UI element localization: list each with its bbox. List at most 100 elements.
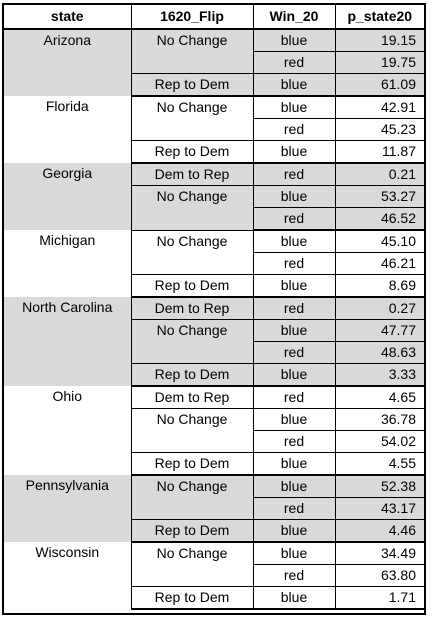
win-cell: blue (253, 319, 336, 342)
p-state-cell: 19.75 (335, 51, 424, 74)
state-cell: Wisconsin (4, 542, 132, 609)
win-cell: red (253, 207, 336, 231)
table-row: Rep to Dem blue 3.33 (4, 363, 424, 387)
p-state-cell: 63.80 (335, 564, 424, 587)
flip-cell: Rep to Dem (131, 140, 254, 164)
p-state-cell: 0.27 (335, 297, 424, 320)
table-row: Rep to Dem blue 4.55 (4, 452, 424, 476)
p-state-cell: 46.52 (335, 207, 424, 231)
win-cell: red (253, 341, 336, 364)
win-cell: blue (253, 274, 336, 298)
table-row: red 45.23 (4, 118, 424, 141)
win-cell: red (253, 497, 336, 520)
header-row: state 1620_Flip Win_20 p_state20 (4, 5, 424, 30)
p-state-cell: 1.71 (335, 586, 424, 610)
win-cell: blue (253, 140, 336, 164)
flip-cell: No Change (131, 542, 254, 587)
p-state-cell: 53.27 (335, 185, 424, 208)
table-row: Georgia Dem to Rep red 0.21 (4, 163, 424, 230)
table-row: Michigan No Change blue 45.10 (4, 230, 424, 297)
table-row: Florida No Change blue 42.91 (4, 96, 424, 163)
p-state-cell: 4.55 (335, 452, 424, 476)
flip-cell: No Change (131, 29, 254, 74)
p-state-cell: 0.21 (335, 163, 424, 186)
table-row: Rep to Dem blue 4.46 (4, 519, 424, 543)
win-cell: blue (253, 408, 336, 431)
table-row: red 48.63 (4, 341, 424, 364)
header-win: Win_20 (253, 5, 336, 30)
flip-cell: Rep to Dem (131, 363, 254, 387)
flip-cell: No Change (131, 475, 254, 520)
win-cell: blue (253, 519, 336, 543)
table-row: Pennsylvania No Change blue 52.38 (4, 475, 424, 542)
flip-cell: No Change (131, 230, 254, 275)
table-row: No Change blue 47.77 (4, 319, 424, 364)
p-state-cell: 43.17 (335, 497, 424, 520)
win-cell: blue (253, 185, 336, 208)
state-cell: Ohio (4, 386, 132, 475)
state-cell: Florida (4, 96, 132, 163)
win-cell: blue (253, 542, 336, 565)
win-cell: blue (253, 29, 336, 52)
table-row: Wisconsin No Change blue 34.49 (4, 542, 424, 609)
p-state-cell: 34.49 (335, 542, 424, 565)
p-state-cell: 52.38 (335, 475, 424, 498)
state-cell: Pennsylvania (4, 475, 132, 542)
win-cell: blue (253, 230, 336, 253)
win-cell: red (253, 430, 336, 453)
data-table-frame: state 1620_Flip Win_20 p_state20 Arizona… (2, 3, 426, 615)
flip-cell: No Change (131, 319, 254, 364)
p-state-cell: 45.10 (335, 230, 424, 253)
table-row: No Change blue 53.27 (4, 185, 424, 231)
p-state-cell: 48.63 (335, 341, 424, 364)
p-state-cell: 19.15 (335, 29, 424, 52)
flip-cell: Dem to Rep (131, 386, 254, 409)
table-row: Arizona No Change blue 19.15 (4, 29, 424, 96)
state-cell: Michigan (4, 230, 132, 297)
table-row: No Change blue 36.78 (4, 408, 424, 453)
p-state-cell: 46.21 (335, 252, 424, 275)
win-cell: red (253, 163, 336, 186)
win-cell: blue (253, 475, 336, 498)
p-state-cell: 47.77 (335, 319, 424, 342)
flip-cell: No Change (131, 185, 254, 231)
flip-cell: Rep to Dem (131, 586, 254, 610)
state-cell: Arizona (4, 29, 132, 96)
table-row: Rep to Dem blue 1.71 (4, 586, 424, 610)
table-row: Ohio Dem to Rep red 4.65 (4, 386, 424, 475)
win-cell: blue (253, 363, 336, 387)
flip-cell: Rep to Dem (131, 452, 254, 476)
header-state: state (4, 5, 132, 30)
flip-cell: No Change (131, 96, 254, 141)
win-cell: blue (253, 96, 336, 119)
p-state-cell: 3.33 (335, 363, 424, 387)
win-cell: red (253, 252, 336, 275)
state-cell: Georgia (4, 163, 132, 230)
table-row: red 54.02 (4, 430, 424, 453)
flip-cell: Rep to Dem (131, 73, 254, 97)
header-flip: 1620_Flip (131, 5, 254, 30)
table-row: red 19.75 (4, 51, 424, 74)
p-state-cell: 61.09 (335, 73, 424, 97)
table-row: Rep to Dem blue 61.09 (4, 73, 424, 97)
flip-cell: Rep to Dem (131, 274, 254, 298)
p-state-cell: 45.23 (335, 118, 424, 141)
table-row: red 43.17 (4, 497, 424, 520)
p-state-cell: 8.69 (335, 274, 424, 298)
flip-cell: Rep to Dem (131, 519, 254, 543)
data-table: state 1620_Flip Win_20 p_state20 Arizona… (4, 5, 424, 610)
win-cell: red (253, 51, 336, 74)
table-row: Rep to Dem blue 8.69 (4, 274, 424, 298)
win-cell: blue (253, 586, 336, 610)
table-row: red 63.80 (4, 564, 424, 587)
p-state-cell: 4.65 (335, 386, 424, 409)
p-state-cell: 42.91 (335, 96, 424, 119)
table-row: North Carolina Dem to Rep red 0.27 (4, 297, 424, 386)
win-cell: blue (253, 73, 336, 97)
win-cell: red (253, 297, 336, 320)
p-state-cell: 54.02 (335, 430, 424, 453)
table-row: red 46.52 (4, 207, 424, 231)
win-cell: red (253, 386, 336, 409)
flip-cell: Dem to Rep (131, 163, 254, 186)
flip-cell: No Change (131, 408, 254, 453)
